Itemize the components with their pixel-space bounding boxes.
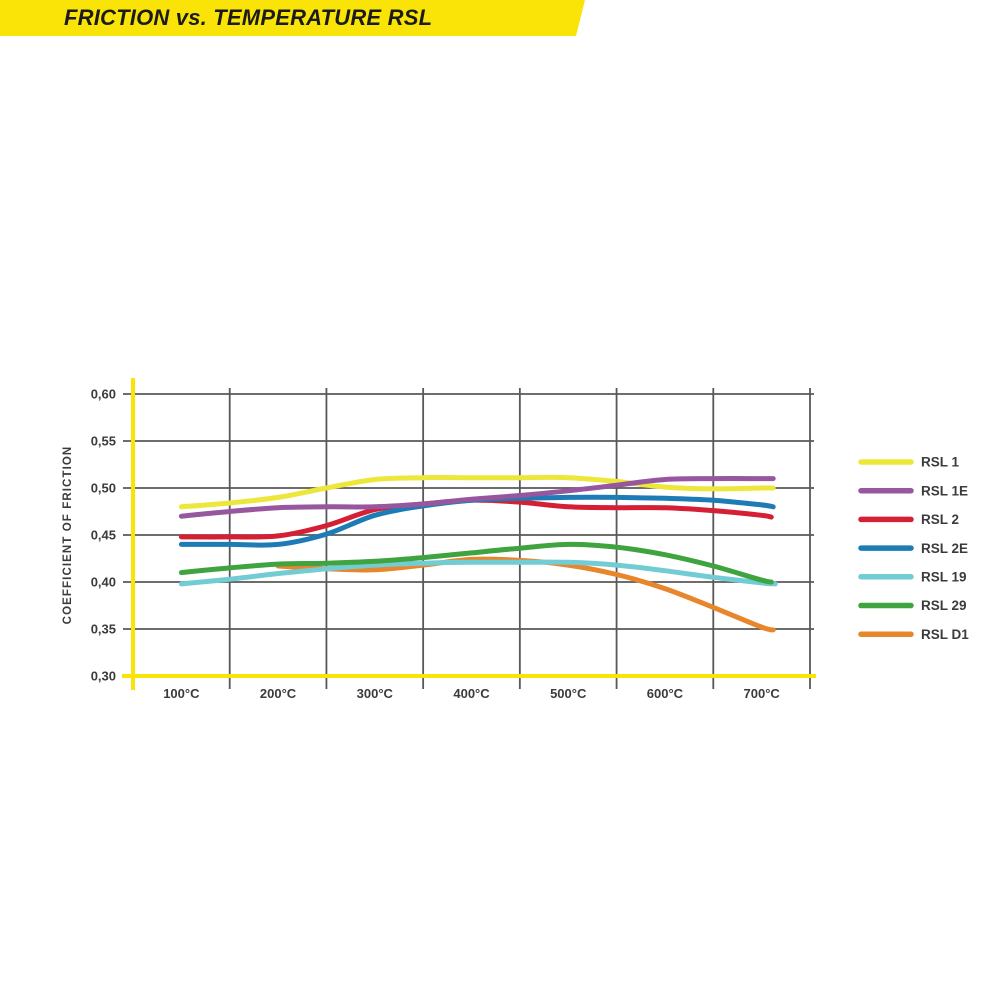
y-axis-title: COEFFICIENT OF FRICTION — [62, 446, 74, 625]
y-tick-label: 0,40 — [91, 575, 116, 590]
y-tick-label: 0,45 — [91, 528, 116, 543]
banner-title: FRICTION vs. TEMPERATURE RSL — [64, 5, 433, 30]
legend-item: RSL 1 — [858, 455, 960, 470]
legend-label: RSL 1 — [921, 455, 960, 470]
series-line-rsl-1e — [178, 476, 776, 519]
series-lines — [178, 474, 778, 633]
x-tick-label: 500°C — [550, 686, 587, 701]
legend-item: RSL 1E — [858, 483, 968, 498]
legend-item: RSL 2E — [858, 541, 968, 556]
series-line-rsl-29 — [178, 541, 774, 585]
banner: FRICTION vs. TEMPERATURE RSL — [0, 0, 585, 36]
legend-item: RSL D1 — [858, 627, 969, 642]
y-tick-label: 0,35 — [91, 622, 116, 637]
legend-label: RSL 19 — [921, 570, 967, 585]
y-tick-label: 0,55 — [91, 434, 116, 449]
legend-label: RSL 2E — [921, 541, 968, 556]
x-tick-label: 200°C — [260, 686, 297, 701]
x-tick-label: 700°C — [744, 686, 781, 701]
y-tick-label: 0,50 — [91, 481, 116, 496]
series-line-rsl-1 — [178, 474, 776, 510]
x-tick-label: 300°C — [357, 686, 394, 701]
legend-label: RSL 29 — [921, 598, 967, 613]
series-line-rsl-19 — [178, 559, 778, 587]
legend-label: RSL D1 — [921, 627, 969, 642]
x-tick-label: 400°C — [453, 686, 490, 701]
legend: RSL 1 RSL 1E RSL 2 RSL 2E RSL 19 RSL 29 RSL D1 — [858, 455, 969, 642]
axes — [122, 378, 816, 690]
legend-item: RSL 19 — [858, 570, 967, 585]
y-tick-label: 0,30 — [91, 669, 116, 684]
x-tick-label: 100°C — [163, 686, 200, 701]
legend-label: RSL 1E — [921, 483, 968, 498]
x-tick-labels: 100°C 200°C 300°C 400°C 500°C 600°C 700°C — [163, 686, 780, 701]
series-line-rsl-d1 — [275, 556, 776, 633]
y-tick-label: 0,60 — [91, 387, 116, 402]
y-tick-labels: 0,60 0,55 0,50 0,45 0,40 0,35 0,30 — [91, 387, 116, 684]
x-tick-label: 600°C — [647, 686, 684, 701]
legend-label: RSL 2 — [921, 512, 959, 527]
legend-item: RSL 29 — [858, 598, 967, 613]
vertical-gridlines — [228, 388, 811, 689]
legend-item: RSL 2 — [858, 512, 959, 527]
